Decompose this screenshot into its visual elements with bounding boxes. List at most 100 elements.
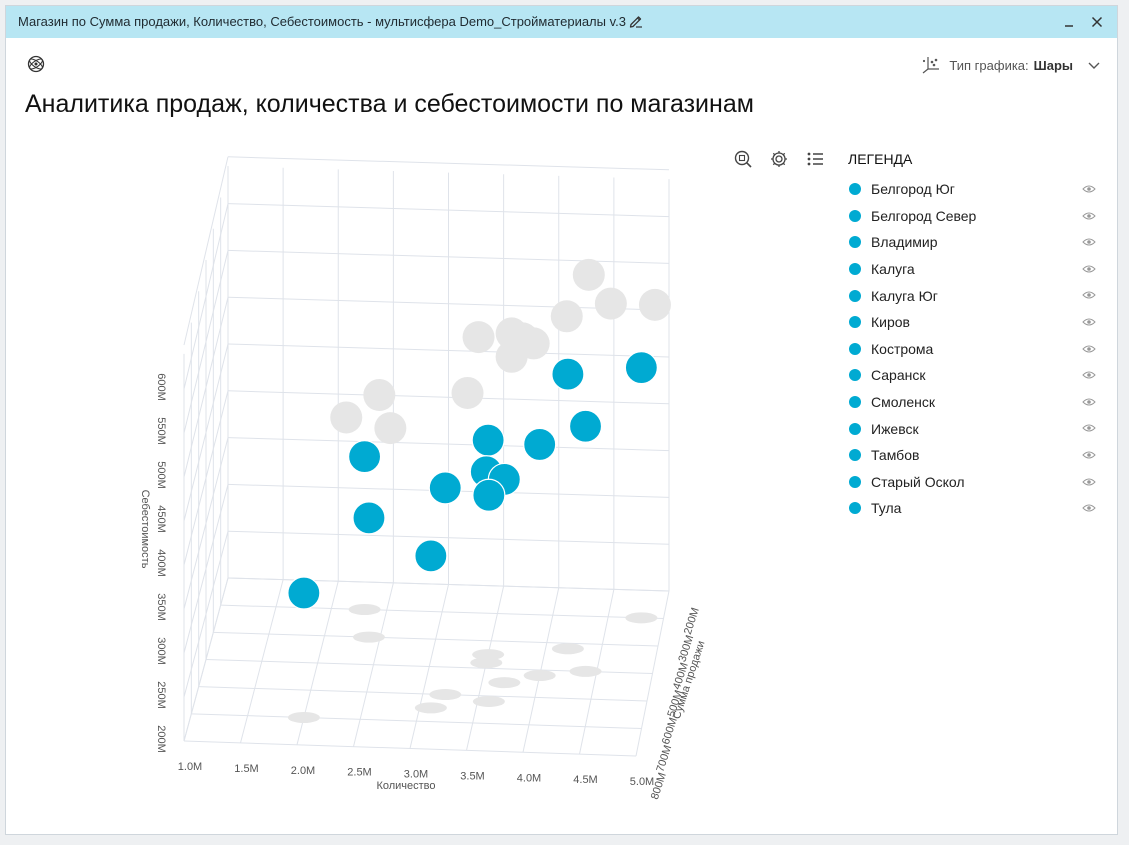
legend-item[interactable]: Старый Оскол <box>848 469 1098 496</box>
wall-projection <box>572 258 605 291</box>
legend-dot <box>849 316 861 329</box>
eye-icon[interactable] <box>1082 289 1096 301</box>
x-tick-label: 2.0M <box>291 765 315 777</box>
data-bubble[interactable]: Калуга <box>568 409 603 443</box>
floor-shadow <box>625 612 658 624</box>
wall-grid-line <box>183 390 229 566</box>
legend-item[interactable]: Белгород Север <box>848 203 1098 230</box>
legend-item[interactable]: Белгород Юг <box>848 176 1098 203</box>
legend-item-label: Саранск <box>871 367 926 384</box>
legend-item-label: Белгород Юг <box>871 181 955 198</box>
legend-title: ЛЕГЕНДА <box>848 151 913 167</box>
y-axis-label: Себестоимость <box>139 490 151 569</box>
legend-dot <box>849 502 861 515</box>
data-bubble[interactable]: Белгород Юг <box>352 501 386 535</box>
legend-dot <box>849 289 861 302</box>
zoom-icon[interactable] <box>732 148 754 170</box>
eye-icon[interactable] <box>1082 263 1096 275</box>
wall-grid-line <box>227 156 670 171</box>
y-tick-label: 450M <box>155 505 167 533</box>
legend-item-label: Белгород Север <box>871 207 977 224</box>
legend-item-label: Владимир <box>871 234 938 251</box>
floor-shadow <box>569 665 602 677</box>
wall-grid-line <box>183 437 229 610</box>
floor-grid-line <box>213 631 659 647</box>
chart-type-selector[interactable]: Тип графика: Шары <box>921 55 1101 75</box>
x-tick-label: 4.0M <box>517 772 541 784</box>
data-bubble[interactable]: Старый Оскол <box>414 539 448 573</box>
legend: ЛЕГЕНДА Белгород Юг Белгород Север Влади… <box>848 151 1098 522</box>
eye-icon[interactable] <box>1082 183 1096 195</box>
floor-shadow <box>470 657 503 669</box>
data-bubble[interactable]: Владимир <box>471 423 505 457</box>
x-tick-label: 4.5M <box>573 774 597 786</box>
legend-item[interactable]: Тамбов <box>848 442 1098 469</box>
eye-icon[interactable] <box>1082 369 1096 381</box>
legend-item[interactable]: Смоленск <box>848 389 1098 416</box>
chart-grid <box>183 156 670 757</box>
eye-icon[interactable] <box>1082 236 1096 248</box>
eye-icon[interactable] <box>1082 343 1096 355</box>
x-axis-label: Количество <box>376 780 435 792</box>
legend-item[interactable]: Ижевск <box>848 415 1098 442</box>
z-tick-label: 700M <box>654 744 674 774</box>
y-tick-label: 200M <box>155 725 167 753</box>
bubble-chart-3d: 1.0M 1.5M 2.0M 2.5M 3.0M 3.5M 4.0M 4.5M 5.0M 200M… <box>139 156 707 801</box>
legend-item[interactable]: Калуга <box>848 256 1098 283</box>
legend-item[interactable]: Киров <box>848 309 1098 336</box>
data-bubble[interactable]: Калуга Юг <box>287 576 321 610</box>
eye-icon[interactable] <box>1082 210 1096 222</box>
wall-projection <box>451 376 484 409</box>
close-button[interactable] <box>1087 12 1107 32</box>
legend-dot <box>849 396 861 409</box>
y-tick-label: 550M <box>155 417 167 445</box>
x-tick-label: 5.0M <box>630 776 654 788</box>
data-bubble[interactable]: Смоленск <box>624 351 658 385</box>
legend-item[interactable]: Калуга Юг <box>848 282 1098 309</box>
floor-grid-line <box>183 740 637 757</box>
legend-dot <box>849 369 861 382</box>
y-tick-label: 400M <box>155 549 167 577</box>
floor-shadow <box>429 689 462 701</box>
gear-icon[interactable] <box>768 148 790 170</box>
legend-dot <box>849 342 861 355</box>
eye-icon[interactable] <box>1082 316 1096 328</box>
chart-type-label: Тип графика: <box>949 57 1029 73</box>
wall-projections <box>330 258 671 445</box>
x-tick-label: 3.0M <box>404 769 428 781</box>
legend-item-label: Тула <box>871 500 902 517</box>
eye-icon[interactable] <box>1082 396 1096 408</box>
wall-projection <box>594 287 627 320</box>
floor-shadow <box>414 702 447 714</box>
floor-shadow <box>472 695 505 707</box>
floor-grid-line <box>220 604 664 619</box>
eye-icon[interactable] <box>1082 502 1096 514</box>
floor-grid-line <box>198 686 648 702</box>
data-bubble[interactable]: Белгород Север <box>428 471 462 505</box>
legend-list: Белгород Юг Белгород Север Владимир Калу… <box>848 176 1098 522</box>
pencil-edit-icon[interactable] <box>628 13 644 29</box>
legend-item[interactable]: Владимир <box>848 229 1098 256</box>
eye-icon[interactable] <box>1082 449 1096 461</box>
legend-list-icon[interactable] <box>804 148 826 170</box>
legend-item[interactable]: Кострома <box>848 336 1098 363</box>
minimize-button[interactable] <box>1059 12 1079 32</box>
eye-icon[interactable] <box>1082 422 1096 434</box>
eye-icon[interactable] <box>1082 476 1096 488</box>
legend-item[interactable]: Тула <box>848 495 1098 522</box>
window-title: Магазин по Сумма продажи, Количество, Се… <box>18 14 626 29</box>
wall-grid-line <box>183 156 229 346</box>
wall-projection <box>506 322 539 355</box>
x-tick-label: 1.5M <box>234 763 258 775</box>
floor-shadow <box>352 631 385 643</box>
wall-grid-line <box>183 297 229 478</box>
data-bubble[interactable]: Саранск <box>347 440 382 474</box>
z-tick-label: 200M <box>682 606 702 636</box>
legend-item-label: Киров <box>871 314 910 331</box>
floor-shadow <box>348 604 381 615</box>
data-bubble[interactable]: Кострома <box>523 427 557 462</box>
legend-item[interactable]: Саранск <box>848 362 1098 389</box>
data-bubble[interactable]: Тула <box>472 478 506 512</box>
x-tick-label: 1.0M <box>178 761 202 773</box>
data-bubble[interactable]: Тамбов <box>551 357 585 391</box>
